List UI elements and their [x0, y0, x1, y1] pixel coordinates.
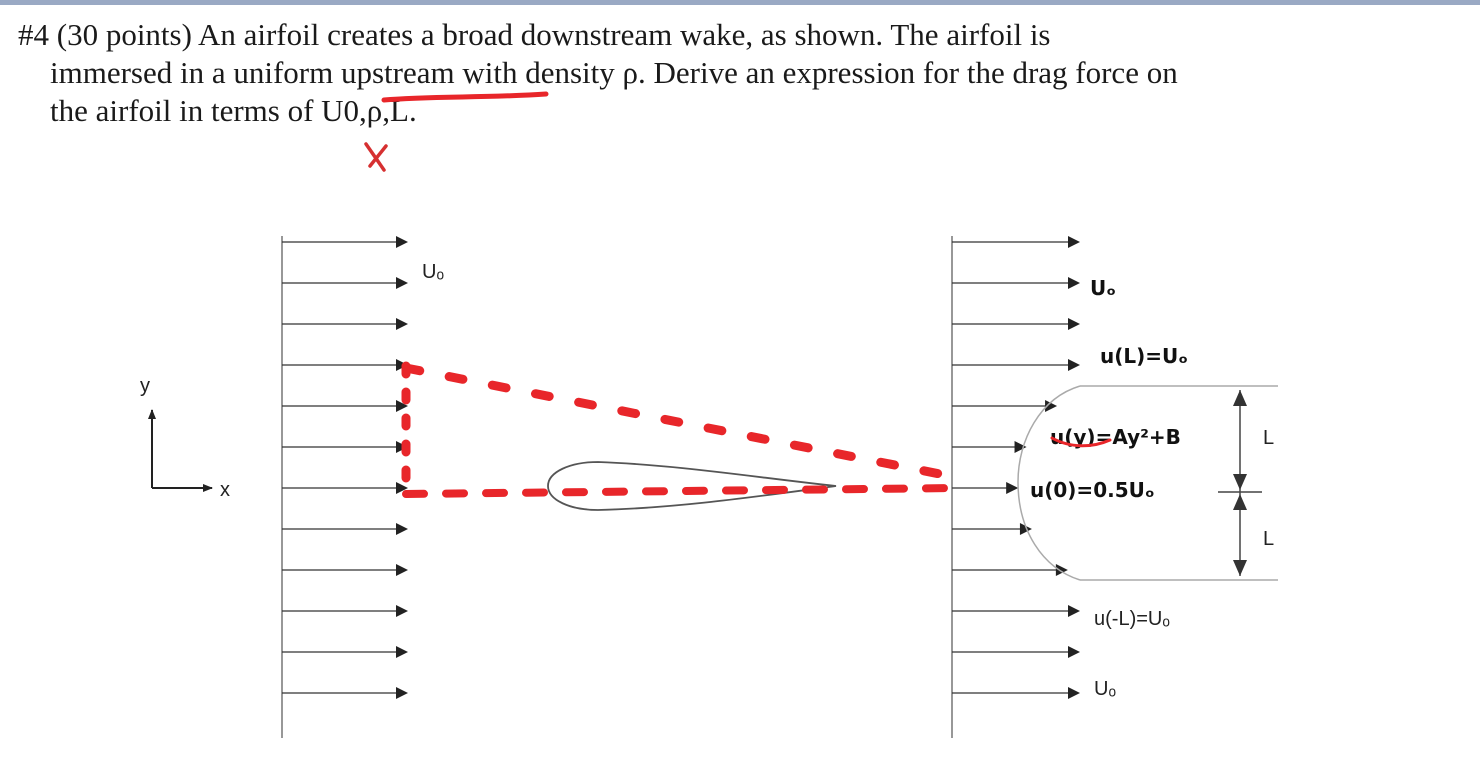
strikethrough-mark — [364, 142, 388, 172]
dimension-arrow-mid-up — [1233, 494, 1247, 510]
problem-line-2: immersed in a uniform upstream with dens… — [50, 55, 1178, 90]
upstream-arrow-head — [396, 318, 408, 330]
dimension-arrow-top — [1233, 390, 1247, 406]
downstream-arrow-head — [1006, 482, 1019, 494]
upstream-arrow-head — [396, 605, 408, 617]
strike-stroke-2 — [368, 144, 388, 168]
upstream-velocity-label: Uₒ — [422, 261, 444, 283]
downstream-arrow-head — [1068, 605, 1080, 617]
handwritten-wake-top: u(L)=Uₒ — [1100, 344, 1188, 368]
handwritten-wake-center: u(0)=0.5Uₒ — [1030, 478, 1155, 502]
downstream-arrow-head — [1068, 359, 1080, 371]
dimension-label-lower: L — [1263, 528, 1274, 550]
bottom-wake-boundary-label: u(-L)=Uₒ — [1094, 608, 1170, 630]
upstream-arrow-head — [396, 523, 408, 535]
bottom-free-stream-label: Uₒ — [1094, 678, 1116, 700]
top-border — [0, 0, 1480, 5]
problem-statement: #4 (30 points) An airfoil creates a broa… — [18, 16, 1468, 130]
downstream-arrow-head — [1068, 646, 1080, 658]
airfoil-shape — [547, 461, 837, 511]
downstream-velocity-profile — [951, 236, 1081, 738]
upstream-arrow-head — [396, 646, 408, 658]
dimension-arrow-bottom — [1233, 560, 1247, 576]
handwritten-top-free-stream: Uₒ — [1090, 276, 1116, 300]
upstream-velocity-profile — [281, 236, 408, 738]
control-volume-top-dash — [401, 363, 955, 481]
downstream-arrow-head — [1014, 441, 1027, 453]
downstream-arrow-head — [1068, 318, 1080, 330]
upstream-arrow-head — [396, 277, 408, 289]
y-axis-label: y — [140, 375, 150, 397]
wake-dimension: L L — [1080, 385, 1278, 581]
red-annotations — [381, 91, 1112, 499]
downstream-arrow-head — [1068, 687, 1080, 699]
upstream-arrow-head — [396, 687, 408, 699]
downstream-arrow-head — [1068, 236, 1080, 248]
control-volume-bottom-dash — [402, 484, 962, 498]
upstream-arrow-head — [396, 236, 408, 248]
dimension-label-upper: L — [1263, 427, 1274, 449]
upstream-underline — [381, 91, 549, 103]
upstream-arrow-head — [396, 482, 408, 494]
upstream-arrow-head — [396, 400, 408, 412]
downstream-arrow-head — [1045, 400, 1058, 412]
downstream-arrow-head — [1055, 564, 1068, 576]
profile-underline — [1050, 436, 1112, 448]
wake-profile-curve — [1017, 385, 1081, 581]
problem-line-3: the airfoil in terms of U0,ρ,L. — [50, 93, 417, 128]
upstream-arrow-head — [396, 564, 408, 576]
x-axis-label: x — [220, 479, 230, 501]
coordinate-axes: y x — [140, 375, 230, 501]
problem-line-1: #4 (30 points) An airfoil creates a broa… — [18, 17, 1051, 52]
dimension-arrow-mid-down — [1233, 474, 1247, 490]
downstream-arrow-head — [1068, 277, 1080, 289]
